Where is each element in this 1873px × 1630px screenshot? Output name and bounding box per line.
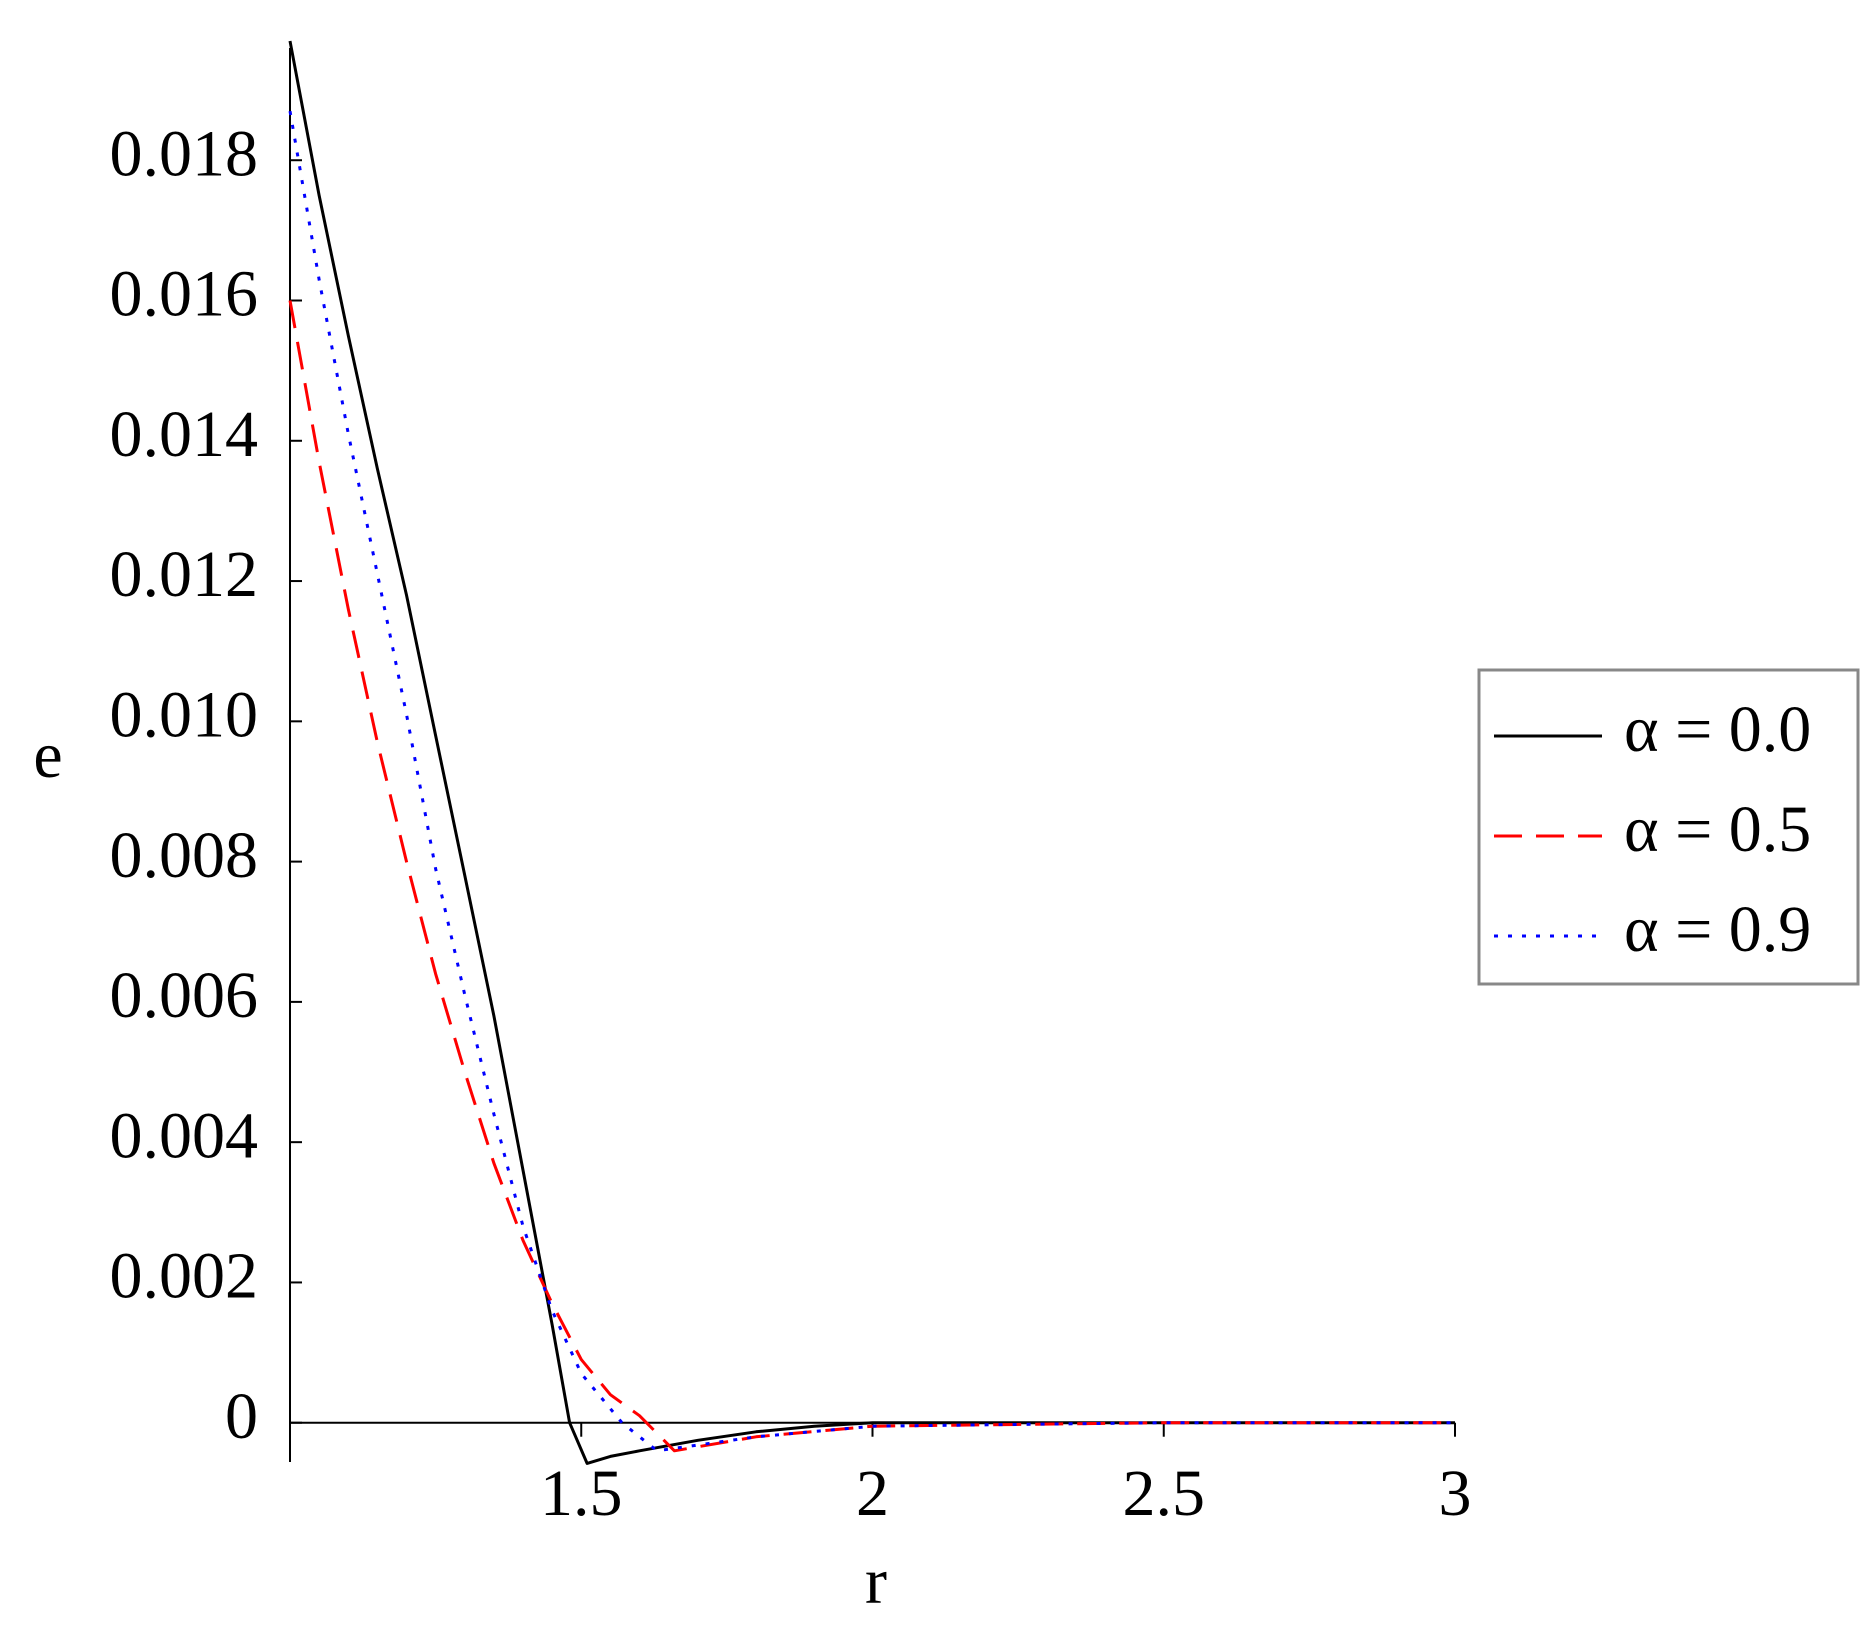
x-axis-label: r — [865, 1545, 887, 1618]
legend-box — [1477, 668, 1860, 986]
y-tick-label: 0.002 — [110, 1240, 259, 1313]
x-tick-label: 2.5 — [1123, 1457, 1206, 1530]
legend-label: α = 0.5 — [1624, 793, 1811, 866]
series-line — [288, 300, 1455, 1453]
y-tick-label: 0.018 — [110, 117, 259, 190]
legend-label: α = 0.9 — [1624, 893, 1811, 966]
y-tick-label: 0.012 — [110, 538, 259, 611]
x-tick-label: 3 — [1439, 1457, 1472, 1530]
y-tick-label: 0.008 — [110, 819, 259, 892]
y-tick-label: 0.014 — [110, 398, 259, 471]
y-axis-label: e — [33, 719, 62, 792]
x-tick-label: 2 — [856, 1457, 889, 1530]
y-tick-label: 0.006 — [110, 959, 259, 1032]
series-line — [288, 110, 1455, 1453]
y-tick-label: 0.004 — [110, 1099, 259, 1172]
y-tick-label: 0.016 — [110, 258, 259, 331]
x-tick-label: 1.5 — [540, 1457, 623, 1530]
series-line — [288, 40, 1455, 1465]
y-tick-label: 0 — [225, 1380, 258, 1453]
y-tick-label: 0.010 — [110, 678, 259, 751]
legend-label: α = 0.0 — [1624, 693, 1811, 766]
